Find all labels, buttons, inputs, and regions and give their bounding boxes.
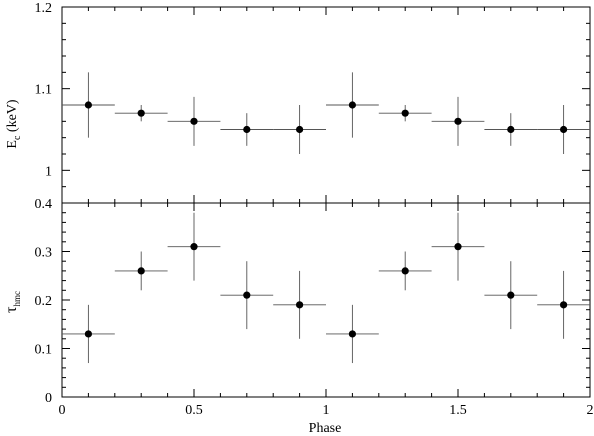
bottom-y-axis-label-sub: hmc [12,291,22,307]
bottom-y-tick-label: 0.4 [35,197,53,212]
x-axis-label: Phase [309,421,342,436]
bottom-data-point [296,301,304,309]
bottom-y-tick-label: 0.2 [35,294,53,309]
bottom-y-axis-label-main: τ [3,306,20,313]
top-data-point [84,101,92,109]
bottom-panel: 0 0.1 0.2 0.3 0.4 0 0.5 1 1.5 2 [35,197,594,418]
top-y-axis-label-main: E [5,140,20,149]
bottom-data-point [454,243,462,251]
bottom-data-point [348,330,356,338]
top-data-point [560,125,568,134]
bottom-data-point [401,267,409,275]
top-data-point [348,101,356,109]
bottom-y-tick-label: 0 [45,391,52,406]
bottom-data-point [507,291,515,299]
bottom-data-point [190,243,198,251]
top-data-point [401,109,409,117]
top-panel: 1 1.1 1.2 [35,1,591,204]
bottom-y-tick-label: 0.3 [35,246,53,261]
bottom-x-tick-label: 1.5 [449,403,467,418]
bottom-y-tick-label: 0.1 [35,343,53,358]
bottom-data-point [137,267,145,275]
bottom-data-point [84,330,92,338]
top-y-axis-label: Ec (keV) [5,99,23,149]
top-data-point [190,117,198,125]
top-y-axis-label-unit: (keV) [5,99,20,135]
bottom-x-tick-label: 1 [323,403,330,418]
top-y-tick-label: 1.1 [35,83,53,98]
top-y-axis-label-sub: c [12,135,23,140]
bottom-data-point [243,291,251,299]
top-y-tick-label: 1 [45,164,52,179]
top-data-point [137,109,145,117]
top-data-point [454,117,462,125]
top-data-point [296,125,304,134]
top-data-point [507,125,515,134]
bottom-x-tick-label: 0 [59,403,66,418]
bottom-x-tick-label: 2 [587,403,594,418]
bottom-x-tick-label: 0.5 [185,403,203,418]
bottom-data-point [560,301,568,309]
bottom-y-axis-label: τhmc [3,291,22,313]
top-data-point [243,125,251,134]
top-y-tick-label: 1.2 [35,1,53,16]
